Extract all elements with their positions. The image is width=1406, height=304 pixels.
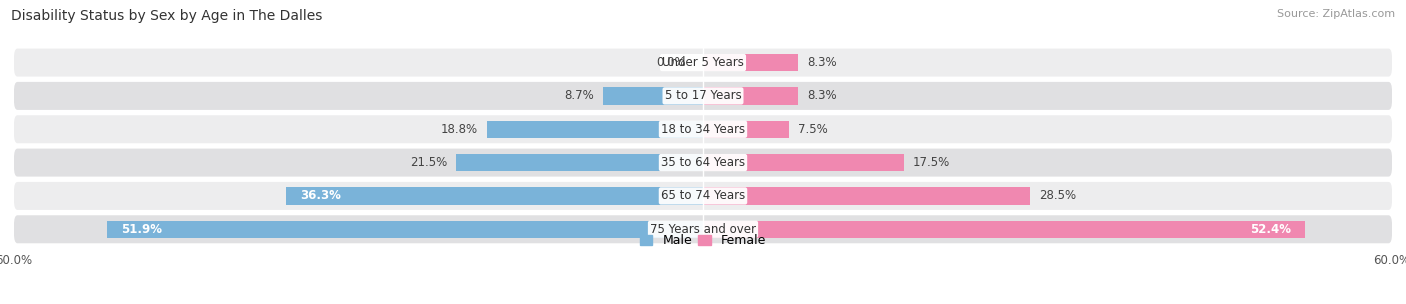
Text: 21.5%: 21.5%	[409, 156, 447, 169]
Text: 65 to 74 Years: 65 to 74 Years	[661, 189, 745, 202]
Bar	[287, 187, 703, 205]
Text: Disability Status by Sex by Age in The Dalles: Disability Status by Sex by Age in The D…	[11, 9, 322, 23]
Bar	[703, 187, 1031, 205]
Bar	[456, 154, 703, 171]
Text: 7.5%: 7.5%	[799, 123, 828, 136]
Bar	[703, 154, 904, 171]
Text: 75 Years and over: 75 Years and over	[650, 223, 756, 236]
Text: 8.7%: 8.7%	[564, 89, 593, 102]
Text: 51.9%: 51.9%	[121, 223, 162, 236]
Text: Source: ZipAtlas.com: Source: ZipAtlas.com	[1277, 9, 1395, 19]
Bar	[703, 221, 1305, 238]
Text: Under 5 Years: Under 5 Years	[662, 56, 744, 69]
Text: 17.5%: 17.5%	[912, 156, 950, 169]
Bar	[107, 221, 703, 238]
Text: 35 to 64 Years: 35 to 64 Years	[661, 156, 745, 169]
Text: 0.0%: 0.0%	[657, 56, 686, 69]
FancyBboxPatch shape	[14, 149, 1392, 177]
FancyBboxPatch shape	[14, 49, 1392, 77]
Text: 8.3%: 8.3%	[807, 89, 837, 102]
FancyBboxPatch shape	[14, 115, 1392, 143]
Text: 28.5%: 28.5%	[1039, 189, 1077, 202]
FancyBboxPatch shape	[14, 215, 1392, 243]
Bar	[603, 87, 703, 105]
Bar	[703, 87, 799, 105]
Bar	[703, 121, 789, 138]
Text: 36.3%: 36.3%	[299, 189, 340, 202]
Text: 18 to 34 Years: 18 to 34 Years	[661, 123, 745, 136]
Bar	[703, 54, 799, 71]
Text: 5 to 17 Years: 5 to 17 Years	[665, 89, 741, 102]
Text: 18.8%: 18.8%	[441, 123, 478, 136]
Text: 8.3%: 8.3%	[807, 56, 837, 69]
Legend: Male, Female: Male, Female	[640, 234, 766, 247]
Bar	[486, 121, 703, 138]
FancyBboxPatch shape	[14, 182, 1392, 210]
FancyBboxPatch shape	[14, 82, 1392, 110]
Text: 52.4%: 52.4%	[1250, 223, 1291, 236]
